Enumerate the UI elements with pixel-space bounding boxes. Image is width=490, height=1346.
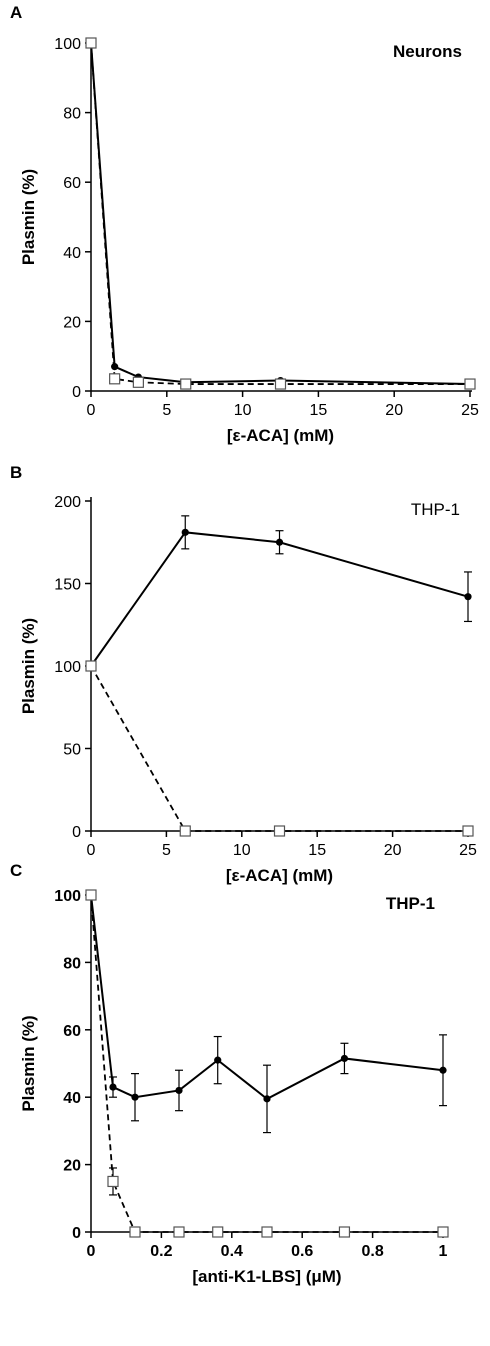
data-point-open-square (173, 1226, 185, 1238)
x-tick-label: 0 (87, 1243, 96, 1260)
series-line-open-square (90, 665, 468, 832)
data-point-open-square (464, 378, 476, 390)
data-point-open-square (85, 37, 97, 49)
data-point-filled-circle (109, 1083, 117, 1091)
y-tick-label: 150 (54, 577, 81, 594)
x-tick-label: 0.8 (361, 1243, 383, 1260)
data-point-open-square (109, 373, 121, 385)
panel-label: A (10, 3, 22, 22)
x-tick-label: 15 (310, 402, 328, 419)
chart-panel-c: C THP-1 0 20 40 60 80 100 0 0.2 0.4 0.6 0.8 1 [anti-K1… (10, 861, 449, 1286)
data-point-open-square (273, 825, 286, 837)
data-point-open-square (129, 1226, 141, 1238)
y-tick-label: 200 (54, 494, 81, 511)
y-axis-label: Plasmin (%) (19, 1015, 38, 1111)
x-tick-label: 0.2 (150, 1243, 172, 1260)
data-point-open-square (338, 1226, 351, 1238)
data-point-filled-circle (439, 1066, 447, 1074)
series-line-open-square (90, 42, 470, 385)
y-tick-label: 80 (63, 106, 81, 123)
data-point-filled-circle (214, 1056, 222, 1064)
y-tick-label: 0 (72, 384, 81, 401)
panel-annotation: THP-1 (411, 500, 460, 519)
data-point-open-square (179, 825, 191, 837)
x-tick-label: 0 (87, 842, 96, 859)
y-tick-label: 0 (72, 824, 81, 841)
x-tick-label: 0.4 (221, 1243, 243, 1260)
chart-panel-a: A Neurons 0 20 40 60 80 100 0 5 10 15 20 25 [ε-ACA] (m… (10, 3, 479, 445)
data-point-filled-circle (181, 528, 189, 536)
x-tick-label: 25 (459, 842, 477, 859)
x-tick-label: 0 (87, 402, 96, 419)
data-point-open-square (462, 825, 474, 837)
data-point-filled-circle (175, 1086, 183, 1095)
x-tick-label: 20 (385, 402, 403, 419)
data-point-open-square (132, 376, 144, 388)
panel-annotation: Neurons (393, 42, 462, 61)
y-tick-label: 0 (72, 1225, 81, 1242)
y-tick-label: 20 (63, 314, 81, 331)
series-line-filled-circle (90, 894, 444, 1101)
y-tick-label: 50 (63, 742, 81, 759)
x-tick-label: 20 (384, 842, 402, 859)
x-axis-label: [anti-K1-LBS] (μM) (192, 1267, 341, 1286)
x-axis-label: [ε-ACA] (mM) (226, 866, 333, 885)
series-line-filled-circle (90, 42, 471, 386)
data-point-filled-circle (464, 593, 472, 601)
data-point-open-square (261, 1226, 273, 1238)
y-tick-label: 60 (63, 175, 81, 192)
y-tick-label: 100 (54, 36, 81, 53)
x-tick-label: 0.6 (291, 1243, 313, 1260)
x-tick-label: 5 (162, 402, 171, 419)
x-tick-label: 5 (162, 842, 171, 859)
x-axis-label: [ε-ACA] (mM) (227, 426, 334, 445)
y-tick-label: 100 (54, 659, 81, 676)
x-tick-label: 1 (439, 1243, 448, 1260)
data-point-open-square (180, 378, 192, 390)
data-point-filled-circle (263, 1095, 271, 1103)
y-axis-label: Plasmin (%) (19, 169, 38, 265)
data-point-open-square (437, 1226, 449, 1238)
x-tick-label: 10 (233, 842, 251, 859)
panel-label: B (10, 463, 22, 482)
data-point-open-square (274, 378, 287, 390)
y-tick-label: 60 (63, 1023, 81, 1040)
y-tick-label: 100 (54, 888, 81, 905)
data-point-filled-circle (275, 538, 284, 546)
chart-panel-b: B THP-1 0 50 100 150 200 0 5 10 15 20 25 [ε-ACA] (mM)… (10, 463, 477, 885)
y-tick-label: 80 (63, 955, 81, 972)
data-point-filled-circle (340, 1054, 349, 1063)
data-point-open-square (107, 1175, 119, 1188)
data-point-open-square (85, 889, 97, 901)
series-line-filled-circle (90, 531, 469, 667)
x-tick-label: 25 (461, 402, 479, 419)
y-axis-label: Plasmin (%) (19, 618, 38, 714)
data-point-filled-circle (131, 1093, 139, 1101)
y-tick-label: 40 (63, 245, 81, 262)
panel-annotation: THP-1 (386, 894, 435, 913)
series-line-open-square (90, 894, 443, 1233)
y-tick-label: 20 (63, 1158, 81, 1175)
x-tick-label: 10 (234, 402, 252, 419)
data-point-open-square (85, 660, 97, 672)
x-tick-label: 15 (308, 842, 326, 859)
data-point-open-square (212, 1226, 224, 1238)
y-tick-label: 40 (63, 1090, 81, 1107)
panel-label: C (10, 861, 22, 880)
